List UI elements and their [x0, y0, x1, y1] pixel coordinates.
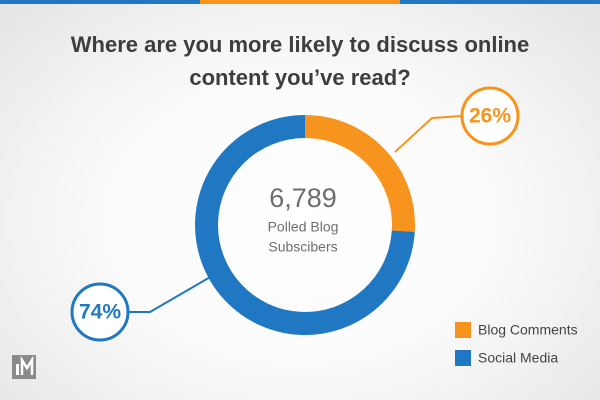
top-bar [0, 0, 200, 4]
callout-line [128, 275, 213, 313]
center-label: Subscibers [268, 239, 337, 255]
callout-circle [70, 282, 130, 342]
center-label: Polled Blog [268, 219, 339, 235]
logo [12, 355, 36, 379]
callout-line [394, 115, 463, 153]
donut-segment [305, 115, 415, 232]
logo-mark [20, 355, 34, 375]
top-bar [400, 0, 600, 4]
center-total: 6,789 [269, 183, 337, 213]
callout-circle [460, 86, 520, 146]
value-label: 26% [469, 105, 511, 128]
value-label: 74% [79, 301, 121, 324]
legend-swatch [455, 350, 471, 366]
logo-mark [16, 364, 19, 375]
chart-title: Where are you more likely to discuss onl… [70, 32, 530, 90]
legend-label: Blog Comments [478, 322, 578, 338]
top-bar [200, 0, 400, 4]
legend-swatch [455, 322, 471, 338]
legend-label: Social Media [478, 350, 558, 366]
